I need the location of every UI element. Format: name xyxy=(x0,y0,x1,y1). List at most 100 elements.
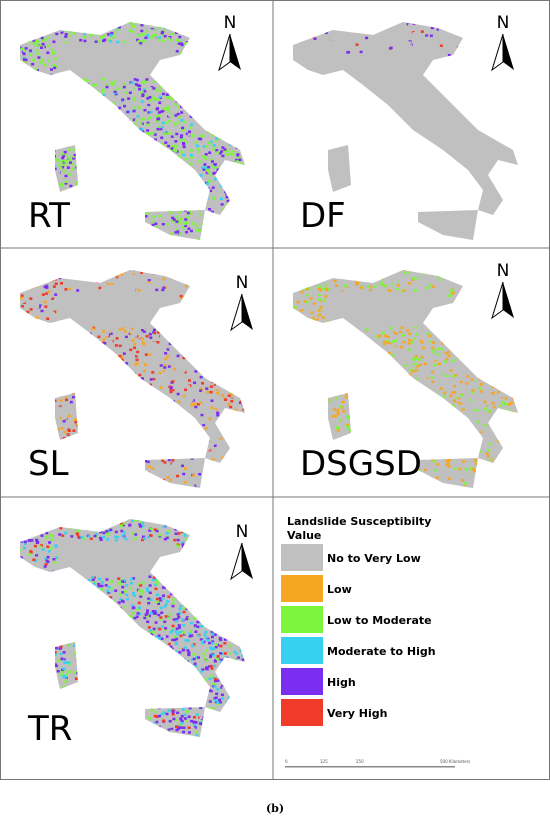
susceptibility-cell xyxy=(237,428,241,431)
susceptibility-cell xyxy=(242,396,245,399)
susceptibility-cell xyxy=(90,224,94,228)
susceptibility-cell xyxy=(216,151,220,154)
susceptibility-cell xyxy=(157,161,161,165)
susceptibility-cell xyxy=(85,465,89,469)
susceptibility-cell xyxy=(407,51,411,54)
susceptibility-cell xyxy=(117,156,121,159)
susceptibility-cell xyxy=(226,485,230,488)
susceptibility-cell xyxy=(163,177,167,181)
susceptibility-cell xyxy=(95,407,99,410)
susceptibility-cell xyxy=(79,471,83,475)
susceptibility-cell xyxy=(216,301,220,304)
susceptibility-cell xyxy=(204,282,208,286)
susceptibility-cell xyxy=(210,341,214,344)
susceptibility-cell xyxy=(245,298,248,301)
susceptibility-cell xyxy=(145,30,149,33)
susceptibility-cell xyxy=(319,31,323,35)
susceptibility-cell xyxy=(118,156,122,160)
susceptibility-cell xyxy=(67,353,71,356)
susceptibility-cell xyxy=(22,368,26,371)
scale-label: 250 xyxy=(356,759,364,764)
susceptibility-cell xyxy=(100,95,104,98)
susceptibility-cell xyxy=(127,201,131,204)
susceptibility-cell xyxy=(342,50,346,54)
susceptibility-cell xyxy=(91,410,95,413)
susceptibility-cell xyxy=(122,392,126,395)
susceptibility-cell xyxy=(114,357,118,361)
susceptibility-cell xyxy=(77,426,81,429)
susceptibility-cell xyxy=(351,43,355,47)
susceptibility-cell xyxy=(64,22,68,25)
susceptibility-cell xyxy=(110,156,114,160)
susceptibility-cell xyxy=(167,414,171,418)
susceptibility-cell xyxy=(52,186,56,190)
susceptibility-cell xyxy=(22,155,26,159)
susceptibility-cell xyxy=(99,423,103,426)
susceptibility-cell xyxy=(45,108,49,111)
susceptibility-cell xyxy=(121,98,125,101)
legend-title: Landslide Susceptibilty xyxy=(287,515,431,528)
susceptibility-cell xyxy=(91,165,95,168)
susceptibility-cell xyxy=(86,103,90,106)
susceptibility-cell xyxy=(232,148,236,152)
susceptibility-cell xyxy=(123,407,127,411)
susceptibility-cell xyxy=(114,205,118,208)
susceptibility-cell xyxy=(231,441,235,444)
susceptibility-cell xyxy=(96,201,100,205)
susceptibility-cell xyxy=(143,369,147,373)
susceptibility-cell xyxy=(148,234,152,237)
susceptibility-cell xyxy=(33,340,37,344)
susceptibility-cell xyxy=(231,351,235,354)
susceptibility-cell xyxy=(151,335,155,339)
susceptibility-cell xyxy=(161,151,165,155)
susceptibility-cell xyxy=(39,44,43,47)
susceptibility-cell xyxy=(250,163,253,166)
susceptibility-cell xyxy=(17,462,20,465)
susceptibility-cell xyxy=(169,204,173,207)
susceptibility-cell xyxy=(207,165,211,169)
susceptibility-cell xyxy=(131,174,135,178)
susceptibility-cell xyxy=(36,139,40,143)
susceptibility-cell xyxy=(209,140,213,144)
susceptibility-cell xyxy=(129,457,133,461)
susceptibility-cell xyxy=(231,356,235,359)
susceptibility-cell xyxy=(197,96,201,100)
susceptibility-cell xyxy=(221,370,225,374)
susceptibility-cell xyxy=(197,150,201,154)
susceptibility-cell xyxy=(26,69,30,72)
susceptibility-cell xyxy=(182,174,186,178)
susceptibility-cell xyxy=(47,59,51,62)
susceptibility-cell xyxy=(103,147,107,150)
susceptibility-cell xyxy=(138,151,142,155)
susceptibility-cell xyxy=(179,165,183,169)
susceptibility-cell xyxy=(79,22,83,23)
susceptibility-cell xyxy=(177,186,181,190)
susceptibility-cell xyxy=(163,443,167,446)
susceptibility-cell xyxy=(120,391,124,395)
susceptibility-cell xyxy=(210,160,214,163)
susceptibility-cell xyxy=(204,316,208,320)
susceptibility-cell xyxy=(146,117,150,121)
susceptibility-cell xyxy=(69,334,73,337)
susceptibility-cell xyxy=(175,73,179,77)
susceptibility-cell xyxy=(75,384,79,388)
susceptibility-cell xyxy=(214,362,218,366)
susceptibility-cell xyxy=(127,212,131,215)
susceptibility-cell xyxy=(329,37,333,41)
susceptibility-cell xyxy=(116,464,120,468)
susceptibility-cell xyxy=(317,54,321,57)
susceptibility-cell xyxy=(149,411,153,415)
susceptibility-cell xyxy=(37,406,41,410)
susceptibility-cell xyxy=(111,361,115,364)
susceptibility-cell xyxy=(185,71,189,74)
susceptibility-cell xyxy=(76,404,80,408)
susceptibility-cell xyxy=(119,165,123,169)
susceptibility-cell xyxy=(184,54,188,57)
susceptibility-cell xyxy=(235,297,239,300)
susceptibility-cell xyxy=(152,471,156,475)
susceptibility-cell xyxy=(27,28,31,32)
susceptibility-cell xyxy=(235,196,239,200)
susceptibility-cell xyxy=(199,350,203,353)
susceptibility-cell xyxy=(107,31,111,35)
susceptibility-cell xyxy=(101,111,105,114)
